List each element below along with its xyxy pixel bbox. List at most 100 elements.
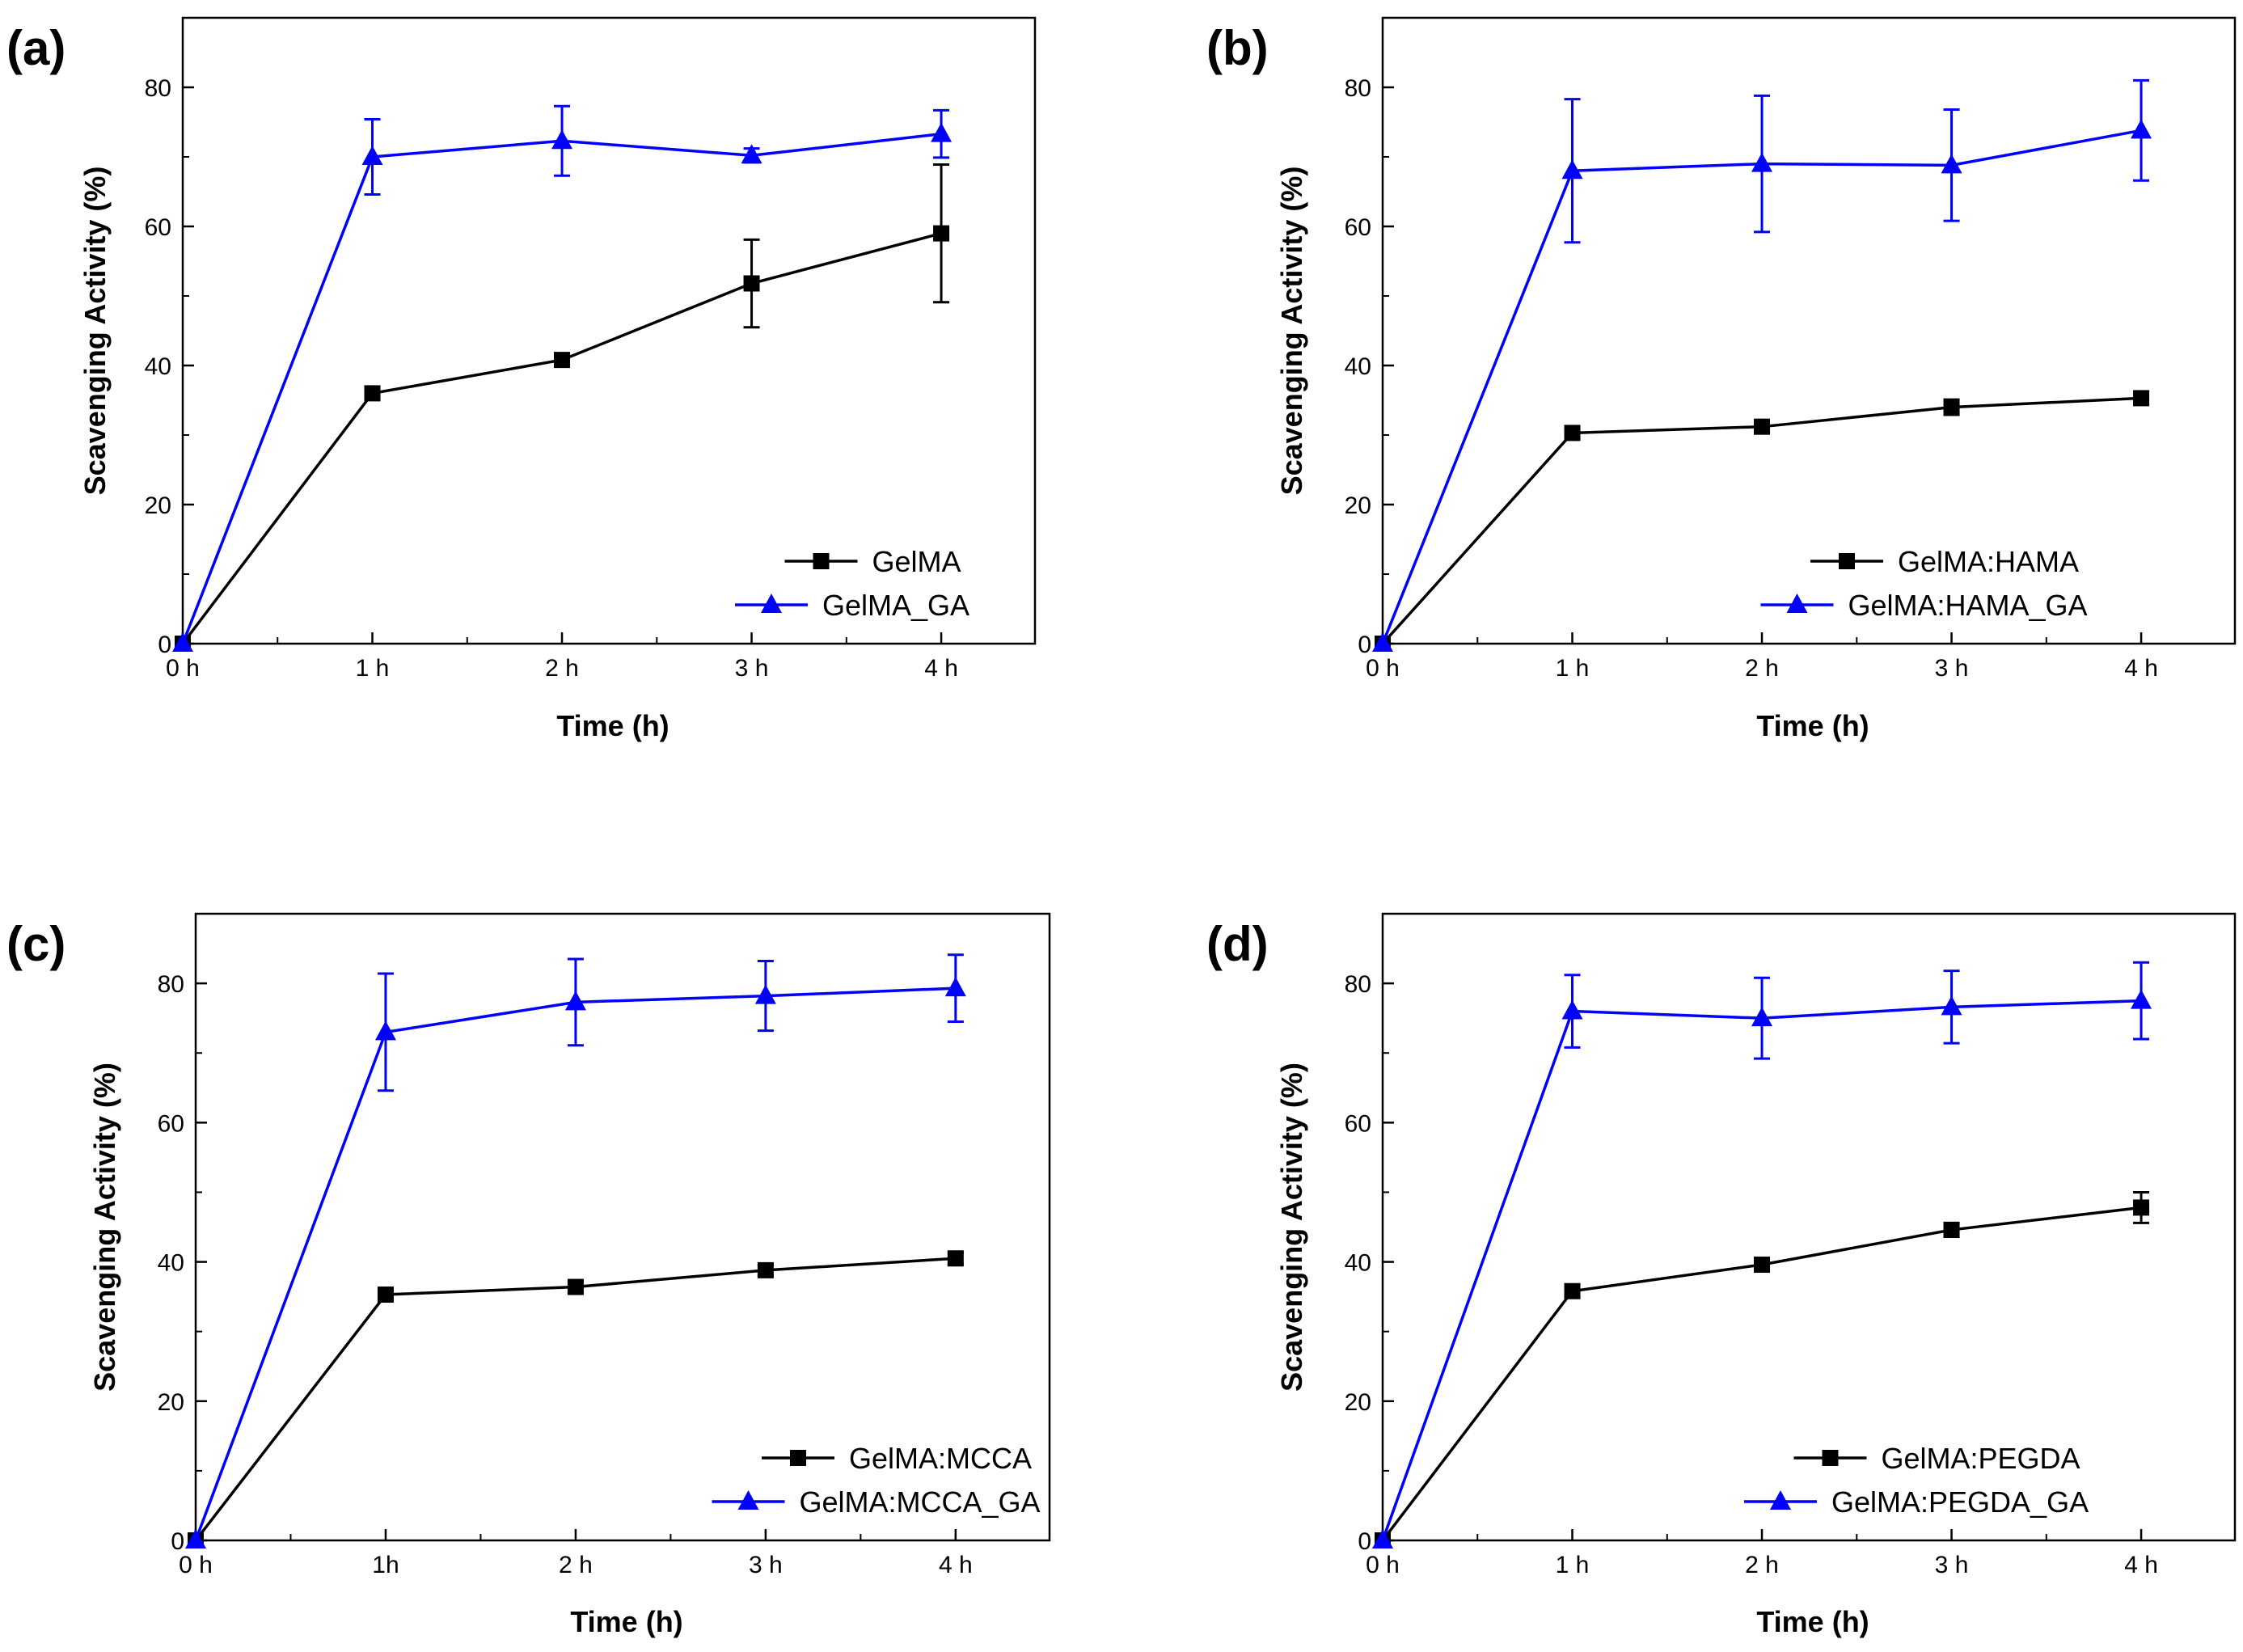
- data-point-square: [2133, 390, 2150, 407]
- legend-entry: GelMA: [784, 545, 961, 578]
- x-tick-label: 0 h: [166, 655, 200, 682]
- legend-entry: GelMA_GA: [735, 589, 969, 622]
- series-GelMA:PEGDA_GA: [1372, 961, 2152, 1548]
- data-point-square: [567, 1278, 584, 1295]
- x-tick-label: 3 h: [749, 1552, 783, 1578]
- y-tick-label: 20: [1345, 492, 1371, 519]
- y-tick-label: 0: [1358, 632, 1371, 658]
- data-point-triangle: [2131, 119, 2152, 139]
- x-tick-label: 4 h: [2124, 1552, 2158, 1578]
- x-tick-label: 2 h: [559, 1552, 593, 1578]
- series-GelMA: [175, 163, 950, 652]
- data-point-triangle: [172, 632, 193, 652]
- legend-entry: GelMA:PEGDA_GA: [1744, 1485, 2089, 1519]
- series-GelMA:PEGDA: [1375, 1190, 2150, 1548]
- y-tick-label: 20: [158, 1389, 184, 1416]
- legend-marker-square: [1822, 1450, 1839, 1466]
- data-point-triangle: [564, 991, 586, 1011]
- data-point-triangle: [931, 122, 953, 142]
- data-point-triangle: [1941, 995, 1962, 1016]
- data-point-triangle: [1751, 152, 1773, 172]
- data-point-square: [933, 225, 950, 242]
- x-tick-label: 1 h: [1556, 1552, 1590, 1578]
- data-point-triangle: [944, 977, 966, 997]
- chart-panel-c: (c) 0 20 40 60 80 0 h 1h 2 h 3 h 4 h Time (h) Scaven…: [6, 912, 1051, 1638]
- panel-label: (c): [6, 917, 65, 971]
- data-point-square: [757, 1261, 774, 1278]
- x-tick-label: 0 h: [1366, 655, 1400, 682]
- chart-panel-b: (b) 0 20 40 60 80 0 h 1 h 2 h 3 h 4 h Time (h) Scave…: [1206, 16, 2237, 742]
- chart-panel-a: (a) 0 20 40 60 80 0 h 1 h 2 h 3 h 4 h Time (h) Scave…: [6, 16, 1037, 742]
- data-point-square: [554, 352, 571, 369]
- x-axis-title: Time (h): [556, 709, 669, 742]
- legend-label: GelMA:MCCA_GA: [800, 1485, 1041, 1519]
- y-axis-title: Scavenging Activity (%): [78, 167, 112, 496]
- x-tick-label: 2 h: [1745, 1552, 1779, 1578]
- y-tick-label: 40: [1345, 353, 1371, 380]
- data-point-triangle: [2131, 989, 2152, 1009]
- data-point-triangle: [1372, 1529, 1393, 1548]
- y-tick-label: 60: [145, 214, 171, 241]
- y-tick-label: 0: [171, 1528, 184, 1555]
- legend-label: GelMA: [872, 545, 961, 578]
- panel-label: (d): [1206, 917, 1269, 971]
- panel-label: (b): [1206, 21, 1269, 75]
- x-tick-label: 1 h: [1556, 655, 1590, 682]
- y-tick-label: 60: [1345, 214, 1371, 241]
- series-GelMA:MCCA_GA: [185, 953, 966, 1548]
- y-axis-title: Scavenging Activity (%): [88, 1063, 121, 1392]
- y-tick-label: 80: [158, 971, 184, 998]
- legend-entry: GelMA:HAMA: [1810, 545, 2079, 578]
- series-GelMA:MCCA: [188, 1250, 964, 1548]
- y-tick-label: 40: [158, 1250, 184, 1277]
- series-GelMA:HAMA_GA: [1372, 78, 2152, 652]
- legend-label: GelMA:MCCA: [849, 1442, 1032, 1475]
- series-GelMA_GA: [172, 104, 953, 652]
- data-point-triangle: [551, 129, 573, 150]
- data-point-square: [947, 1250, 964, 1267]
- y-tick-label: 20: [1345, 1389, 1371, 1416]
- x-axis-title: Time (h): [1756, 1605, 1869, 1638]
- legend-marker-square: [813, 553, 830, 569]
- x-tick-label: 4 h: [2124, 655, 2158, 682]
- legend-label: GelMA_GA: [822, 589, 969, 622]
- legend-entry: GelMA:MCCA_GA: [712, 1485, 1041, 1519]
- data-point-triangle: [1751, 1007, 1773, 1027]
- y-tick-label: 20: [145, 492, 171, 519]
- x-tick-label: 4 h: [939, 1552, 973, 1578]
- y-tick-label: 80: [1345, 971, 1371, 998]
- x-tick-label: 3 h: [1935, 655, 1969, 682]
- plot-frame: [1381, 912, 2237, 1542]
- data-point-square: [377, 1287, 394, 1303]
- legend-label: GelMA:HAMA: [1898, 545, 2079, 578]
- legend-marker-triangle: [737, 1490, 759, 1510]
- x-tick-label: 3 h: [735, 655, 769, 682]
- y-tick-label: 0: [1358, 1528, 1371, 1555]
- data-point-square: [364, 385, 381, 402]
- x-tick-label: 3 h: [1935, 1552, 1969, 1578]
- data-point-square: [1564, 1282, 1581, 1299]
- y-axis-title: Scavenging Activity (%): [1275, 1063, 1308, 1392]
- x-tick-label: 0 h: [179, 1552, 213, 1578]
- legend-entry: GelMA:MCCA: [762, 1442, 1032, 1475]
- data-point-square: [1943, 399, 1960, 416]
- data-point-triangle: [1941, 154, 1962, 174]
- legend-marker-triangle: [1770, 1490, 1791, 1510]
- legend-entry: GelMA:PEGDA: [1793, 1442, 2080, 1475]
- legend-label: GelMA:PEGDA_GA: [1831, 1485, 2089, 1519]
- panel-label: (a): [6, 21, 65, 75]
- x-axis-title: Time (h): [1756, 709, 1869, 742]
- legend-label: GelMA:PEGDA: [1882, 1442, 2080, 1475]
- data-point-square: [743, 275, 760, 292]
- plot-frame: [194, 912, 1051, 1542]
- data-point-triangle: [374, 1020, 396, 1041]
- y-tick-label: 80: [145, 75, 171, 102]
- x-axis-title: Time (h): [570, 1605, 682, 1638]
- data-point-square: [1943, 1221, 1960, 1238]
- y-tick-label: 0: [158, 632, 171, 658]
- y-tick-label: 40: [145, 353, 171, 380]
- data-point-triangle: [185, 1529, 206, 1548]
- legend-marker-triangle: [761, 594, 782, 613]
- data-point-square: [1564, 425, 1581, 442]
